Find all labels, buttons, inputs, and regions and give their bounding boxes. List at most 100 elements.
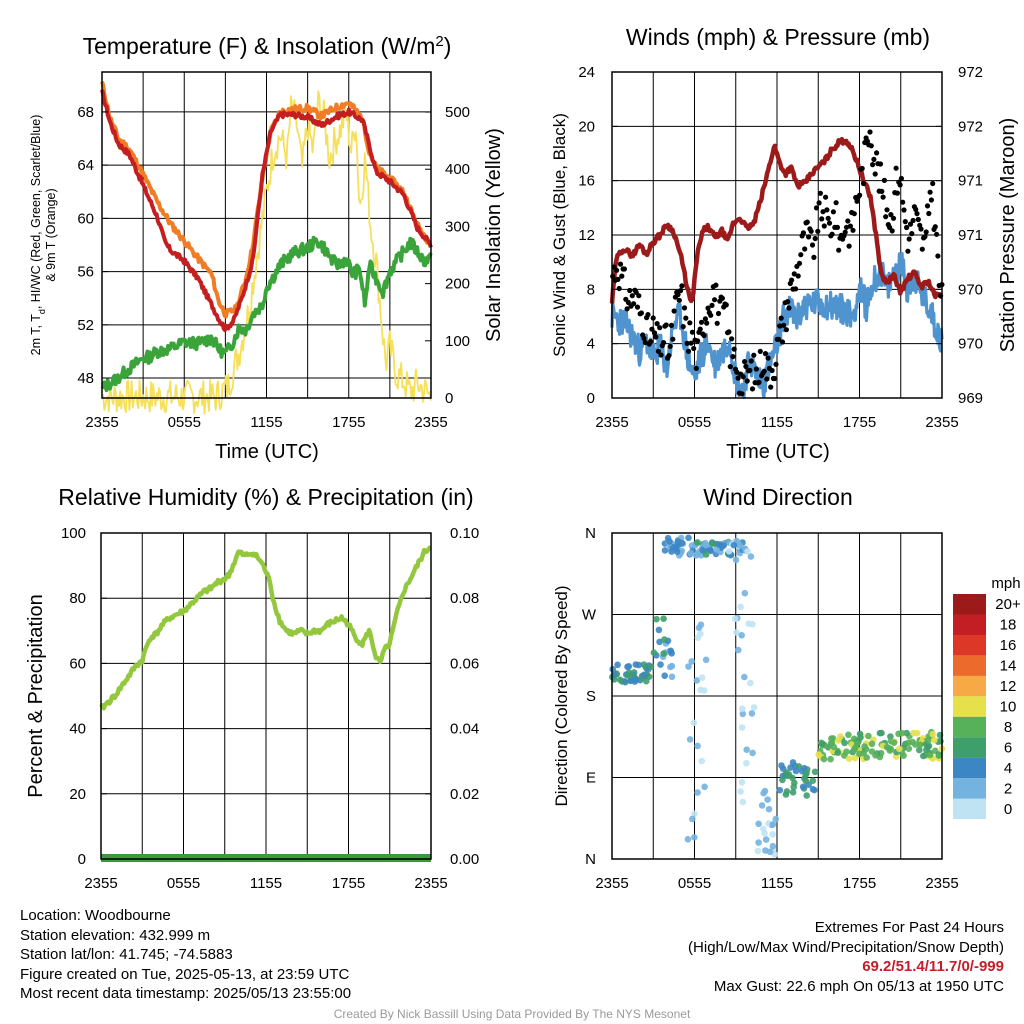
direction-point: [776, 786, 784, 794]
gust-point: [816, 200, 822, 206]
y-tick-label: 16: [578, 173, 595, 190]
gust-point: [915, 216, 921, 223]
y-tick-label: W: [582, 607, 597, 624]
direction-point: [764, 796, 771, 803]
temperature-frame: [101, 71, 432, 399]
legend-label: 18: [1000, 617, 1017, 634]
direction-point: [614, 661, 621, 669]
direction-point: [747, 679, 754, 687]
direction-point: [896, 745, 903, 753]
direction-point: [656, 638, 663, 646]
direction-point: [809, 777, 817, 784]
direction-point: [779, 776, 786, 784]
direction-point: [689, 815, 696, 823]
y-tick-label: 40: [69, 721, 86, 738]
gust-point: [776, 336, 782, 342]
direction-point: [661, 636, 668, 643]
legend-swatch: [953, 655, 986, 676]
y-tick-label: 80: [69, 590, 86, 607]
direction-point: [732, 556, 740, 564]
legend-swatch: [953, 634, 986, 656]
x-tick-label: 1755: [332, 414, 365, 431]
direction-point: [820, 755, 828, 763]
direction-point: [738, 724, 746, 731]
direction-point: [702, 539, 709, 547]
x-tick-label: 0555: [167, 875, 200, 892]
gust-point: [859, 165, 865, 172]
direction-point: [750, 704, 758, 711]
direction-point: [725, 548, 733, 555]
gust-point: [713, 282, 719, 288]
gust-point: [697, 326, 703, 332]
x-tick-label: 2355: [85, 414, 118, 431]
gust-point: [834, 224, 841, 230]
y-tick-label: 0: [587, 390, 595, 407]
direction-point: [811, 768, 819, 776]
gust-point: [671, 308, 677, 314]
gust-point: [773, 361, 779, 367]
dewpoint-line: [100, 235, 433, 393]
station-elevation: Station elevation: 432.999 m: [20, 926, 211, 944]
gust-point: [695, 338, 701, 344]
credit-line: Created By Nick Bassill Using Data Provi…: [333, 1007, 691, 1021]
y2-tick-label: 0.08: [450, 590, 479, 607]
direction-point: [856, 750, 863, 758]
legend-swatch: [953, 737, 986, 758]
gust-point: [719, 295, 726, 301]
direction-point: [691, 834, 698, 841]
legend-swatch: [953, 798, 986, 819]
direction-point: [845, 731, 852, 739]
y2-tick-label: 970: [958, 336, 983, 353]
humidity-x-ticks: 2355 0555 1155 1755 2355: [84, 875, 447, 892]
gust-point: [778, 315, 784, 321]
direction-point: [744, 548, 751, 555]
gust-point: [894, 190, 901, 196]
direction-point: [706, 546, 714, 553]
gust-point: [857, 192, 863, 198]
gust-point: [935, 253, 941, 259]
humidity-panel: Relative Humidity (%) & Precipitation (i…: [25, 484, 479, 892]
x-tick-label: 1755: [843, 875, 876, 892]
direction-point: [792, 767, 800, 775]
gust-point: [709, 302, 715, 308]
gust-point: [806, 234, 812, 240]
gust-point: [727, 364, 733, 370]
y2-tick-label: 200: [445, 276, 470, 293]
gust-point: [872, 171, 878, 177]
y2-tick-label: 972: [958, 118, 983, 135]
direction-point: [834, 749, 842, 756]
y2-tick-label: 972: [958, 64, 983, 81]
direction-point: [661, 672, 668, 679]
legend-label: 14: [1000, 658, 1017, 675]
gust-point: [768, 384, 774, 390]
gust-point: [833, 200, 839, 206]
legend-swatch: [953, 614, 986, 635]
direction-point: [743, 746, 750, 753]
direction-x-ticks: 2355 0555 1155 1755 2355: [595, 875, 958, 892]
gust-point: [739, 391, 745, 397]
humidity-title: Relative Humidity (%) & Precipitation (i…: [58, 484, 473, 510]
speed-legend: 0 2 4 6 8 10 12 14 16 18 20+: [953, 594, 1021, 819]
gust-point: [757, 348, 763, 354]
y2-tick-label: 100: [445, 333, 470, 350]
gust-point: [740, 374, 746, 380]
direction-point: [650, 649, 658, 656]
y2-tick-label: 0.06: [450, 655, 479, 672]
gust-point: [765, 355, 771, 361]
direction-point: [803, 792, 810, 799]
direction-point: [868, 740, 876, 748]
direction-point: [738, 632, 745, 639]
gust-point: [845, 218, 851, 224]
gust-point: [670, 336, 676, 342]
gust-point: [681, 305, 688, 311]
direction-point: [916, 746, 923, 754]
gust-point: [927, 189, 933, 195]
gust-point: [870, 162, 876, 168]
gust-point: [691, 345, 697, 352]
direction-point: [856, 730, 864, 738]
x-tick-label: 0555: [678, 414, 711, 431]
gust-point: [657, 325, 663, 331]
gust-point: [636, 293, 642, 299]
temperature-x-ticks: 2355 0555 1155 1755 2355: [85, 414, 447, 431]
station-location: Location: Woodbourne: [20, 907, 171, 924]
